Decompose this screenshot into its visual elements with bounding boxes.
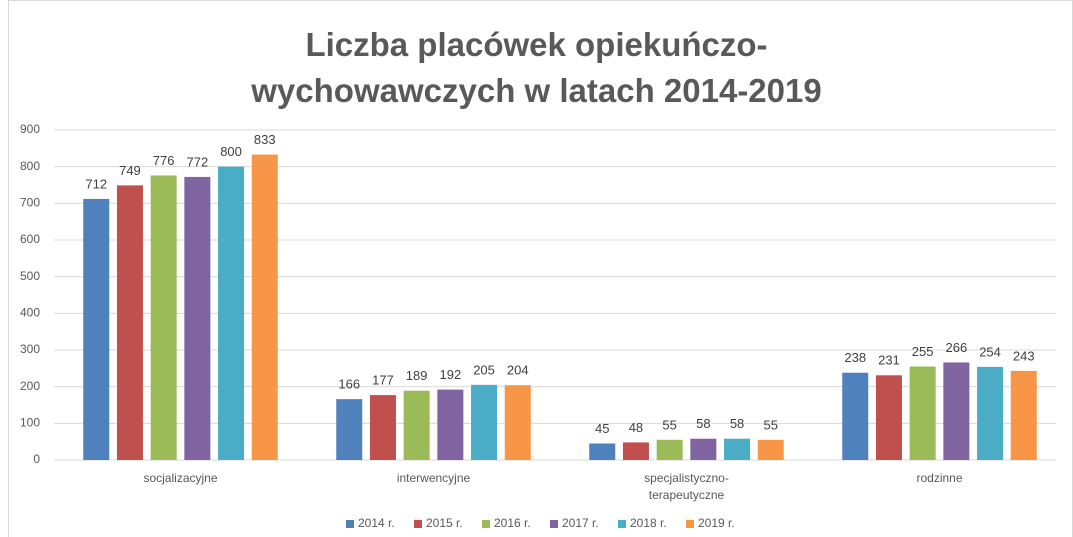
value-label: 204 — [507, 363, 529, 378]
y-tick-label: 400 — [20, 306, 40, 320]
bar — [842, 372, 869, 460]
y-tick-label: 300 — [20, 342, 40, 356]
bar — [437, 389, 464, 460]
y-tick-label: 700 — [20, 196, 40, 210]
bar — [369, 395, 396, 460]
bar — [336, 399, 363, 460]
y-tick-label: 600 — [20, 232, 40, 246]
bar — [589, 443, 616, 460]
legend-label: 2014 r. — [358, 516, 395, 530]
bar — [504, 385, 531, 460]
value-label: 238 — [844, 350, 866, 365]
legend-swatch — [550, 520, 558, 528]
value-label: 712 — [85, 176, 107, 191]
x-tick-label: interwencyjne — [396, 471, 471, 485]
bar — [875, 375, 902, 460]
value-label: 55 — [662, 417, 676, 432]
bar — [909, 366, 936, 460]
value-label: 255 — [912, 344, 934, 359]
value-label: 48 — [629, 420, 643, 435]
value-label: 254 — [979, 344, 1001, 359]
x-tick-label: socjalizacyjne — [143, 471, 218, 485]
value-label: 189 — [406, 368, 428, 383]
value-label: 166 — [338, 377, 360, 392]
legend-label: 2016 r. — [494, 516, 531, 530]
bar — [1010, 370, 1037, 460]
y-tick-label: 900 — [20, 122, 40, 136]
value-label: 749 — [119, 163, 141, 178]
value-label: 55 — [764, 417, 778, 432]
y-tick-label: 200 — [20, 379, 40, 393]
y-tick-label: 0 — [33, 452, 40, 466]
legend-swatch — [414, 520, 422, 528]
y-tick-label: 100 — [20, 416, 40, 430]
y-tick-label: 500 — [20, 269, 40, 283]
value-label: 833 — [254, 132, 276, 147]
bar — [251, 154, 278, 461]
legend-swatch — [686, 520, 694, 528]
bar — [656, 439, 683, 460]
value-label: 231 — [878, 353, 900, 368]
value-label: 177 — [372, 373, 394, 388]
legend-swatch — [618, 520, 626, 528]
value-label: 772 — [186, 154, 208, 169]
value-label: 266 — [945, 340, 967, 355]
chart-title: Liczba placówek opiekuńczo-wychowawczych… — [251, 26, 822, 109]
x-tick-label: specjalistyczno-terapeutyczne — [644, 471, 729, 502]
value-label: 243 — [1013, 348, 1035, 363]
value-label: 45 — [595, 421, 609, 436]
bar — [184, 176, 211, 460]
value-label: 58 — [730, 416, 744, 431]
legend-label: 2015 r. — [426, 516, 463, 530]
bar — [403, 390, 430, 460]
value-label: 776 — [153, 153, 175, 168]
value-label: 58 — [696, 416, 710, 431]
y-tick-label: 800 — [20, 159, 40, 173]
value-label: 205 — [473, 362, 495, 377]
bar — [218, 166, 245, 460]
bar — [724, 438, 751, 460]
bar — [690, 438, 717, 460]
bar — [757, 439, 784, 460]
bar — [471, 384, 498, 460]
x-tick-label: rodzinne — [916, 471, 963, 485]
value-label: 800 — [220, 144, 242, 159]
legend-label: 2017 r. — [562, 516, 599, 530]
legend-swatch — [346, 520, 354, 528]
bar — [83, 198, 110, 460]
legend-label: 2019 r. — [698, 516, 735, 530]
bar — [977, 366, 1004, 460]
bar — [622, 442, 649, 460]
bar — [116, 185, 143, 460]
bar — [150, 175, 177, 460]
value-label: 192 — [439, 367, 461, 382]
bar — [943, 362, 970, 460]
legend-swatch — [482, 520, 490, 528]
legend-label: 2018 r. — [630, 516, 667, 530]
